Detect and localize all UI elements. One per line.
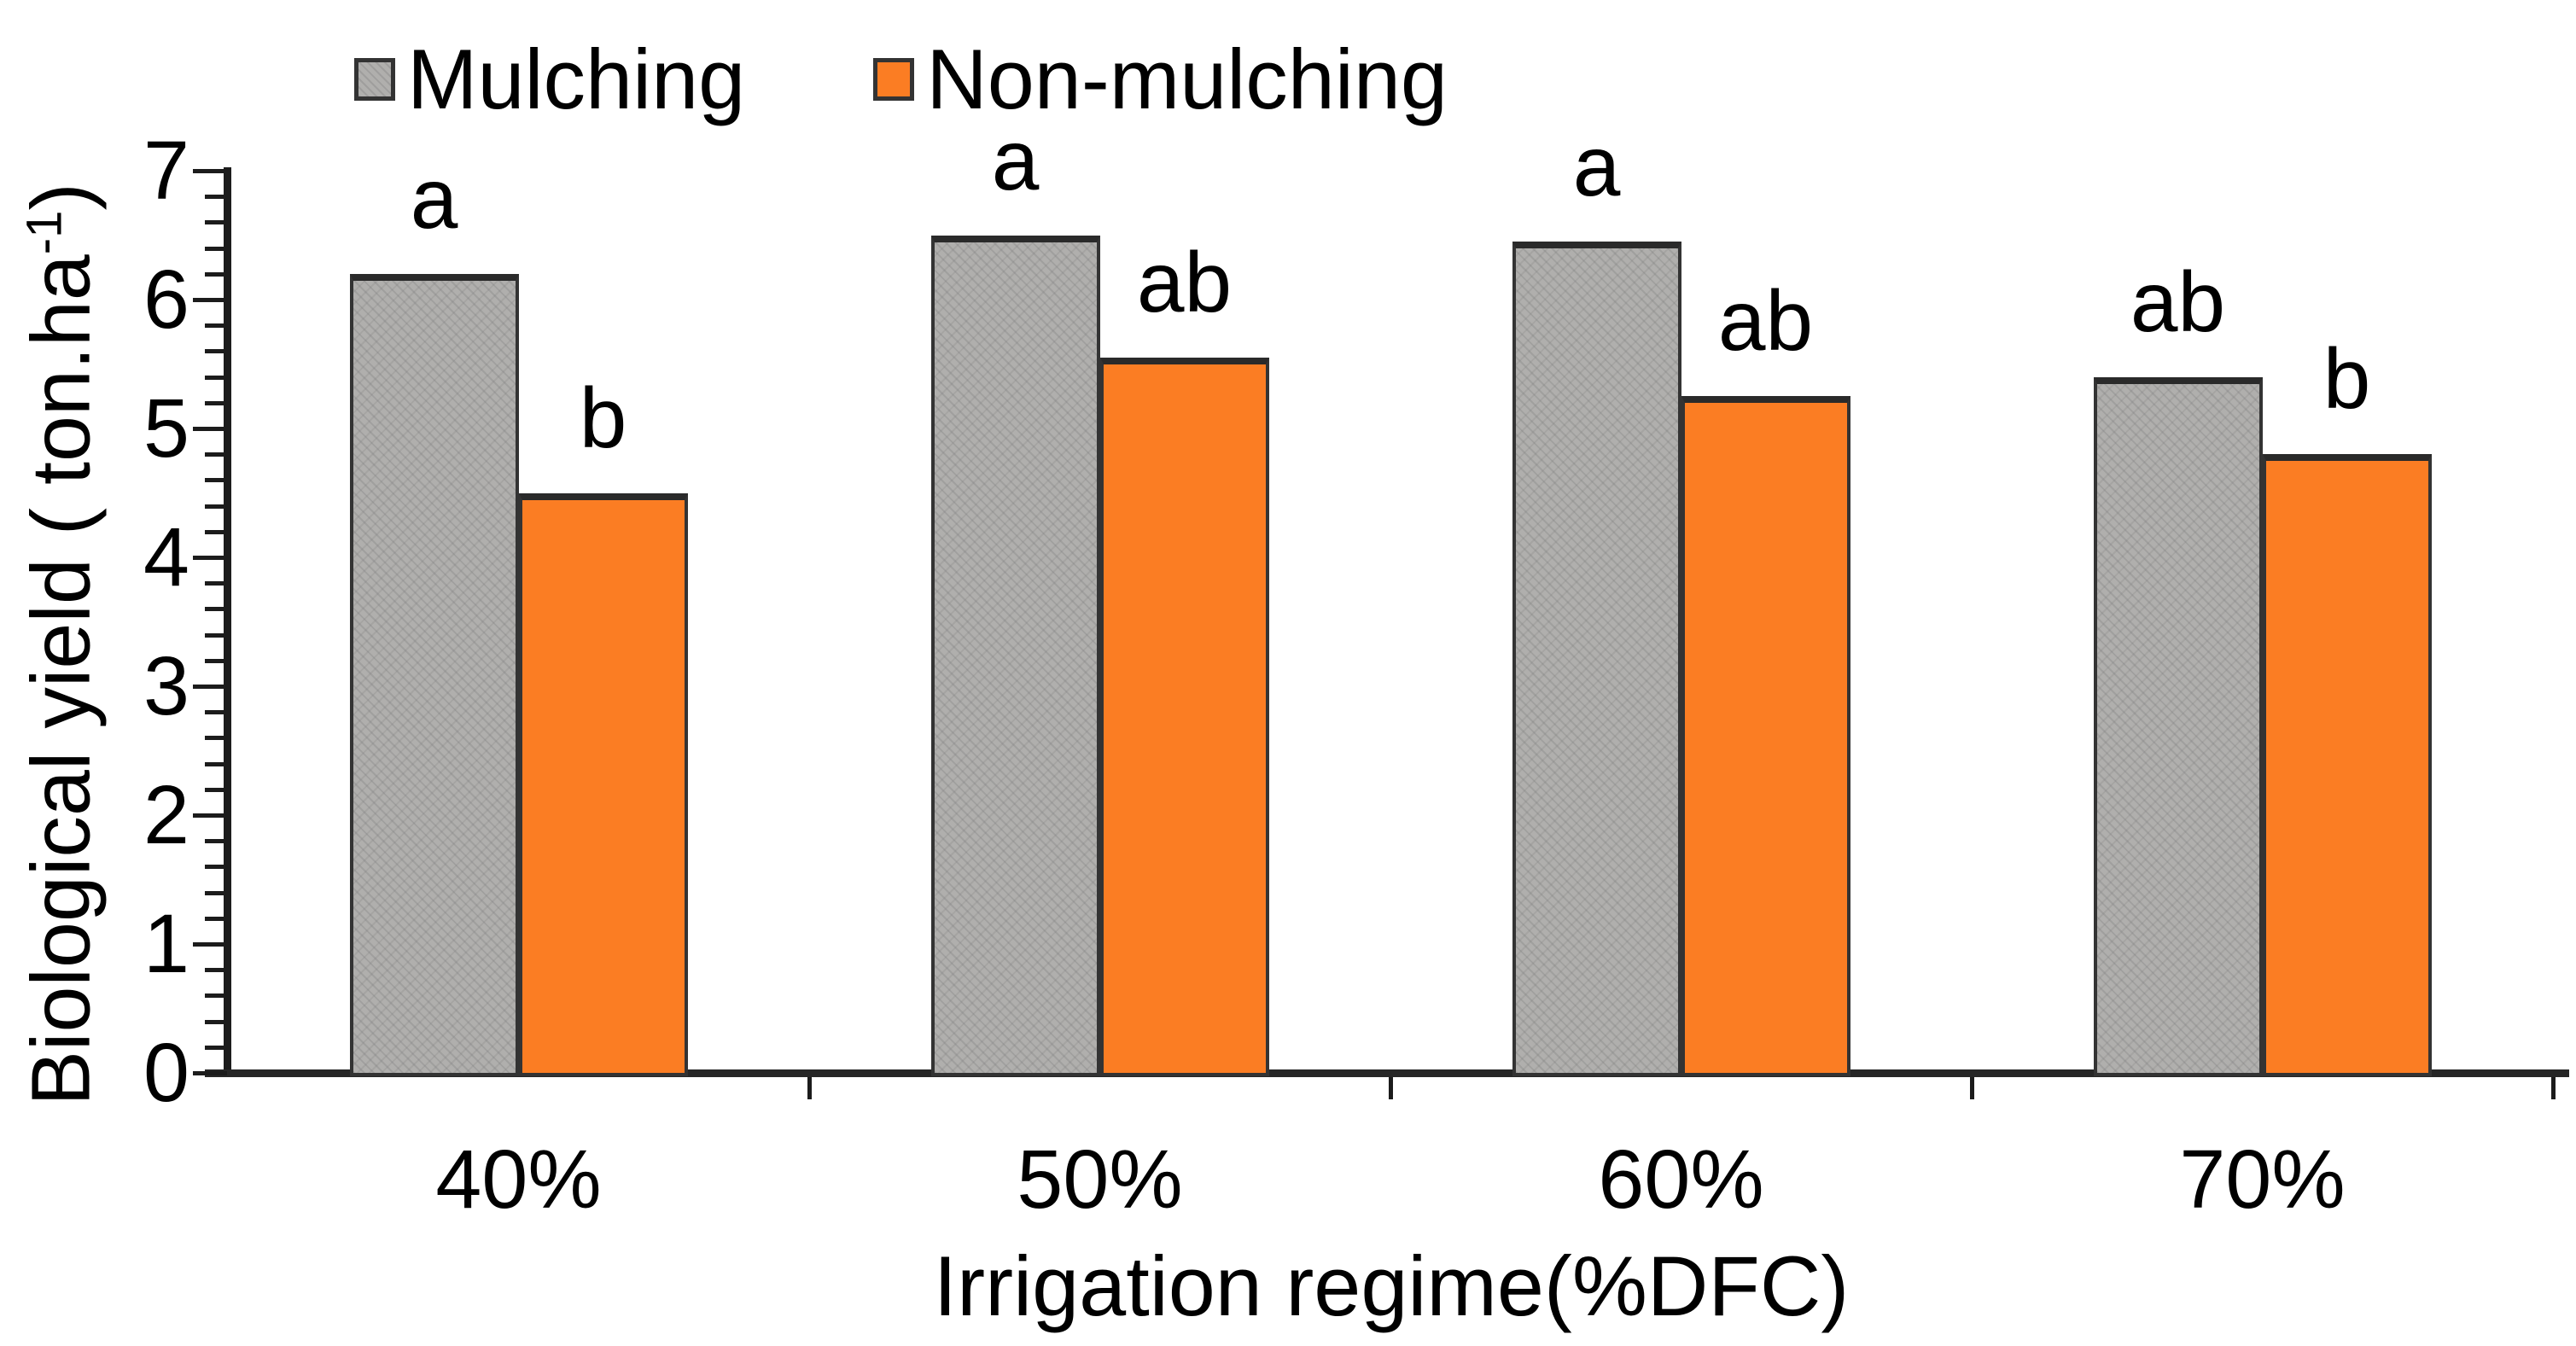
y-tick-label: 6 <box>143 253 189 346</box>
y-minor-tick <box>205 890 227 895</box>
non-mulching-swatch-icon <box>873 58 915 101</box>
sig-letter-non-mulching-50%: ab <box>1136 234 1233 330</box>
x-tick <box>1389 1077 1393 1099</box>
x-tick <box>807 1077 812 1099</box>
legend-label-non-mulching: Non-mulching <box>926 32 1448 126</box>
y-tick-label: 3 <box>143 639 189 732</box>
y-minor-tick <box>205 993 227 999</box>
y-major-tick <box>193 556 227 560</box>
y-minor-tick <box>205 632 227 638</box>
y-minor-tick <box>205 761 227 766</box>
legend: Mulching Non-mulching <box>354 32 1448 126</box>
x-tick <box>2551 1077 2556 1099</box>
sig-letter-non-mulching-70%: b <box>2322 331 2371 428</box>
bar-mulching-50% <box>930 235 1100 1076</box>
sig-letter-mulching-40%: a <box>410 150 458 247</box>
y-major-tick <box>193 813 227 818</box>
x-category-label: 60% <box>1598 1133 1764 1226</box>
y-major-tick <box>193 942 227 947</box>
y-minor-tick <box>205 195 227 200</box>
bar-non-mulching-60% <box>1681 396 1850 1076</box>
y-minor-tick <box>205 916 227 921</box>
y-minor-tick <box>205 968 227 973</box>
x-category-label: 70% <box>2179 1133 2346 1226</box>
sig-letter-mulching-70%: ab <box>2130 253 2226 350</box>
sig-letter-mulching-50%: a <box>991 112 1040 208</box>
mulching-swatch-icon <box>354 58 395 101</box>
y-tick-label: 4 <box>143 510 189 603</box>
y-minor-tick <box>205 246 227 251</box>
y-minor-tick <box>205 400 227 405</box>
y-major-tick <box>193 427 227 431</box>
bar-non-mulching-70% <box>2262 454 2432 1076</box>
y-minor-tick <box>205 865 227 870</box>
y-major-tick <box>193 169 227 173</box>
x-axis-title: Irrigation regime(%DFC) <box>933 1238 1850 1333</box>
y-major-tick <box>193 685 227 689</box>
bar-mulching-60% <box>1512 242 1681 1076</box>
y-major-tick <box>193 298 227 302</box>
bar-non-mulching-50% <box>1099 357 1269 1076</box>
bar-mulching-70% <box>2093 376 2263 1076</box>
x-category-label: 40% <box>435 1133 602 1226</box>
y-minor-tick <box>205 1019 227 1024</box>
y-minor-tick <box>205 607 227 612</box>
legend-label-mulching: Mulching <box>407 32 746 126</box>
bar-non-mulching-40% <box>518 492 688 1076</box>
y-minor-tick <box>205 1045 227 1050</box>
y-minor-tick <box>205 658 227 663</box>
y-minor-tick <box>205 710 227 715</box>
y-minor-tick <box>205 504 227 509</box>
y-axis-line <box>224 167 231 1077</box>
y-tick-label: 5 <box>143 382 189 475</box>
y-tick-label: 2 <box>143 768 189 861</box>
y-tick-label: 7 <box>143 124 189 217</box>
x-tick <box>1970 1077 1974 1099</box>
y-minor-tick <box>205 581 227 586</box>
legend-item-mulching: Mulching <box>354 32 745 126</box>
x-category-label: 50% <box>1017 1133 1183 1226</box>
sig-letter-mulching-60%: a <box>1572 119 1621 215</box>
y-minor-tick <box>205 478 227 483</box>
y-minor-tick <box>205 839 227 844</box>
sig-letter-non-mulching-40%: b <box>579 370 627 466</box>
y-minor-tick <box>205 736 227 741</box>
y-minor-tick <box>205 220 227 225</box>
y-axis-title-superscript: -1 <box>16 210 73 255</box>
y-major-tick <box>193 1071 227 1075</box>
y-tick-label: 0 <box>143 1026 189 1119</box>
y-minor-tick <box>205 375 227 380</box>
x-axis-line <box>205 1069 2569 1077</box>
y-minor-tick <box>205 452 227 457</box>
y-minor-tick <box>205 787 227 792</box>
y-minor-tick <box>205 271 227 277</box>
y-minor-tick <box>205 349 227 354</box>
y-tick-label: 1 <box>143 897 189 990</box>
y-minor-tick <box>205 323 227 329</box>
bar-mulching-40% <box>349 273 519 1076</box>
sig-letter-non-mulching-60%: ab <box>1717 273 1814 370</box>
legend-item-non-mulching: Non-mulching <box>873 32 1448 126</box>
y-minor-tick <box>205 529 227 534</box>
